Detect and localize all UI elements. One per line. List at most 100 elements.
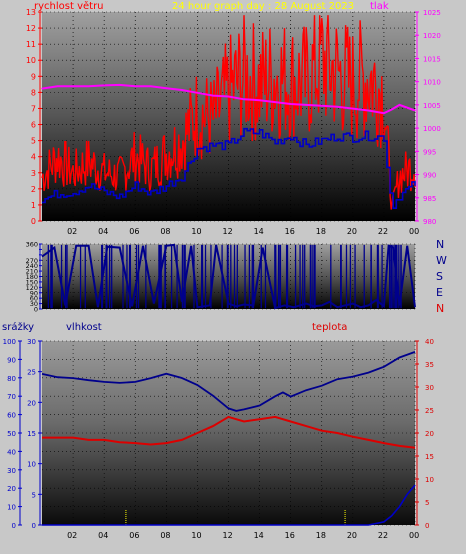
pressure-point	[196, 92, 199, 94]
humidity-tick-label: 30	[7, 467, 16, 475]
climate-time-axis: 02 04 06 08 10 12 14 16 18 20 22 00	[67, 531, 419, 540]
temperature-tick-label: 40	[425, 338, 434, 346]
pressure-point	[227, 95, 230, 98]
temperature-tick-label: 15	[425, 453, 434, 461]
pressure-point	[258, 99, 261, 101]
y2-tick-label: 995	[423, 148, 436, 156]
y-tick-label: 270	[26, 257, 38, 265]
direction-series	[41, 243, 416, 310]
y2-tick-label: 1010	[423, 79, 441, 87]
x-tick-label: 20	[347, 227, 357, 236]
x-tick-label: 16	[285, 227, 295, 236]
humidity-tick-label: 90	[7, 356, 16, 364]
x-tick-label: 22	[378, 227, 388, 236]
rain-tick-label: 25	[27, 369, 36, 377]
x-tick-label: 02	[67, 531, 77, 540]
y-tick-label: 12	[26, 24, 36, 33]
pressure-point	[305, 104, 307, 106]
wind-speed-line	[41, 15, 416, 210]
y2-tick-label: 1025	[423, 9, 441, 17]
pressure-point	[72, 85, 74, 87]
x-tick-label: 04	[98, 227, 108, 236]
y2-tick-label: 1000	[423, 125, 441, 133]
humidity-tick-label: 70	[7, 393, 16, 401]
pressure-point	[391, 108, 393, 111]
y-tick-label: 30	[30, 300, 38, 308]
humidity-tick-label: 20	[7, 485, 16, 493]
pressure-point	[321, 105, 323, 107]
y-tick-label: 11	[26, 40, 36, 49]
y-tick-label: 10	[26, 56, 36, 65]
y2-tick-label: 990	[423, 172, 436, 180]
humidity-axis: 0 10 20 30 40 50 60 70 80 90 100	[3, 338, 22, 530]
rain-tick-label: 15	[27, 430, 36, 438]
humidity-tick-label: 100	[3, 338, 16, 346]
chart-title: 24 hour graph day : 28 August 2023	[172, 1, 354, 12]
temperature-tick-label: 30	[425, 384, 434, 392]
x-tick-label: 08	[160, 227, 170, 236]
rain-tick-label: 20	[27, 399, 36, 407]
direction-letter-n-top: N	[436, 238, 444, 251]
humidity-tick-label: 50	[7, 430, 16, 438]
y-tick-label: 1	[31, 201, 36, 210]
x-tick-label: 06	[129, 227, 139, 236]
wind-speed-label: rychlost větru	[34, 0, 104, 12]
x-tick-label: 10	[191, 531, 201, 540]
y-tick-label: 0	[31, 217, 36, 226]
y-tick-label: 2	[31, 185, 36, 194]
pressure-point	[367, 109, 369, 112]
pressure-point	[134, 85, 136, 87]
x-tick-label: 14	[254, 227, 264, 236]
temperature-tick-label: 10	[425, 476, 434, 484]
wind-average-line	[42, 127, 416, 209]
pressure-point	[103, 84, 105, 86]
humidity-tick-label: 40	[7, 448, 16, 456]
x-tick-label: 00	[409, 531, 419, 540]
x-tick-label: 06	[129, 531, 139, 540]
x-tick-label: 08	[160, 531, 170, 540]
pressure-point	[352, 108, 354, 110]
wind-time-axis: 02 04 06 08 10 12 14 16 18 20 22 00	[67, 227, 419, 236]
pressure-point	[414, 109, 416, 112]
direction-letter-n-bottom: N	[436, 302, 444, 315]
pressure-point	[383, 112, 385, 114]
direction-letter-e: E	[436, 286, 443, 299]
temperature-tick-label: 0	[425, 522, 429, 530]
pressure-point	[150, 85, 152, 87]
temperature-line	[42, 415, 416, 449]
humidity-tick-label: 10	[7, 504, 16, 512]
y-tick-label: 120	[26, 284, 38, 292]
y-tick-label: 5	[31, 137, 36, 146]
climate-series	[41, 351, 416, 526]
y-tick-label: 150	[26, 278, 38, 286]
wind-series	[41, 15, 416, 210]
humidity-tick-label: 60	[7, 412, 16, 420]
y-tick-label: 0	[34, 306, 38, 314]
pressure-point	[398, 104, 401, 106]
temperature-axis: 0 5 10 15 20 25 30 35 40	[415, 338, 434, 530]
y2-tick-label: 980	[423, 218, 436, 226]
y-tick-label: 13	[26, 8, 36, 17]
wind-direction-line	[41, 243, 416, 310]
humidity-line	[41, 351, 416, 412]
x-tick-label: 02	[67, 227, 77, 236]
y-tick-label: 180	[26, 273, 38, 281]
y-tick-label: 210	[26, 268, 38, 276]
humidity-tick-label: 0	[12, 522, 16, 530]
temperature-tick-label: 25	[425, 407, 434, 415]
pressure-point	[119, 84, 121, 86]
x-tick-label: 14	[254, 531, 264, 540]
y-tick-label: 3	[31, 169, 36, 178]
x-tick-label: 16	[285, 531, 295, 540]
pressure-point	[56, 85, 59, 87]
y-tick-label: 360	[26, 241, 38, 249]
pressure-point	[165, 87, 167, 89]
y-tick-label: 7	[31, 104, 36, 113]
x-tick-label: 12	[223, 227, 233, 236]
y-tick-label: 6	[31, 121, 36, 130]
direction-letter-s: S	[436, 270, 443, 283]
y-tick-label: 4	[31, 153, 36, 162]
x-tick-label: 22	[378, 531, 388, 540]
